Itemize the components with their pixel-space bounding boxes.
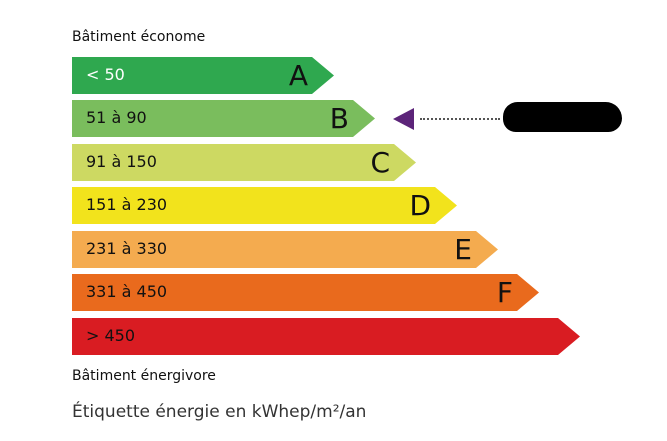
label-unit-caption: Étiquette énergie en kWhep/m²/an bbox=[72, 402, 367, 422]
energy-class-bar-f: 331 à 450 F bbox=[72, 274, 539, 311]
top-caption: Bâtiment économe bbox=[72, 29, 206, 45]
class-letter: A bbox=[288, 59, 308, 92]
bottom-caption: Bâtiment énergivore bbox=[72, 368, 216, 384]
class-range: > 450 bbox=[86, 326, 136, 345]
energy-class-bar-d: 151 à 230 D bbox=[72, 187, 457, 224]
current-class-arrow-icon bbox=[393, 108, 414, 130]
energy-class-bar-g: > 450 bbox=[72, 318, 580, 355]
class-letter: B bbox=[329, 102, 349, 135]
class-letter: F bbox=[496, 276, 513, 309]
class-range: 151 à 230 bbox=[86, 195, 168, 214]
class-range: < 50 bbox=[86, 65, 125, 84]
class-range: 91 à 150 bbox=[86, 152, 157, 171]
energy-class-bar-a: < 50 A bbox=[72, 57, 334, 94]
class-range: 331 à 450 bbox=[86, 282, 168, 301]
energy-class-bar-c: 91 à 150 C bbox=[72, 144, 416, 181]
class-range: 231 à 330 bbox=[86, 239, 168, 258]
energy-class-bar-b: 51 à 90 B bbox=[72, 100, 375, 137]
dotted-leader-line bbox=[420, 118, 500, 120]
energy-class-bar-e: 231 à 330 E bbox=[72, 231, 498, 268]
class-letter: E bbox=[454, 233, 472, 266]
class-range: 51 à 90 bbox=[86, 108, 147, 127]
class-letter: C bbox=[370, 146, 390, 179]
class-letter: D bbox=[409, 189, 431, 222]
redacted-value bbox=[503, 102, 622, 132]
